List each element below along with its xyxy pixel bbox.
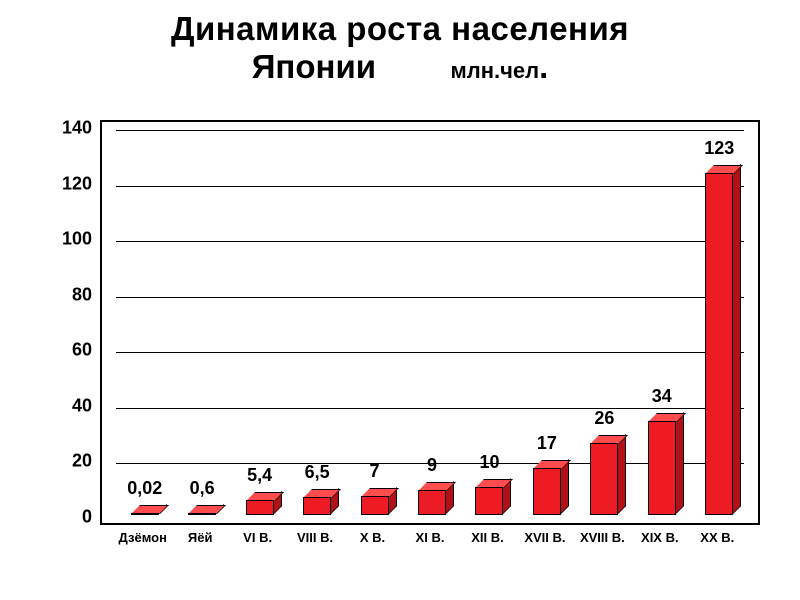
y-tick-label: 0 (40, 507, 92, 528)
bar-slot: 17 (527, 126, 567, 515)
bar-value-label: 6,5 (305, 462, 330, 483)
bar (361, 496, 389, 515)
bar-front (418, 490, 446, 515)
bar-value-label: 5,4 (247, 465, 272, 486)
bar (418, 490, 446, 515)
bar-slot: 9 (412, 126, 452, 515)
title-dot: . (539, 48, 548, 85)
bar (705, 173, 733, 515)
title-unit: млн.чел (450, 58, 539, 83)
title-line1: Динамика роста населения (0, 10, 800, 48)
x-category-label: Дзёмон (118, 530, 167, 545)
bar-value-label: 26 (594, 408, 614, 429)
x-category-label: XX В. (700, 530, 734, 545)
plot-region: 0,02 0,6 5,4 6,5 7 9 10 17 26 34 123 (116, 130, 744, 515)
bar-value-label: 10 (479, 452, 499, 473)
title-line2-row: Японии млн.чел. (0, 48, 800, 86)
bar-side (675, 412, 684, 515)
bar-value-label: 0,6 (190, 478, 215, 499)
bar-slot: 10 (469, 126, 509, 515)
y-tick-label: 80 (40, 284, 92, 305)
bar-slot: 123 (699, 126, 739, 515)
bar-front (648, 421, 676, 515)
bar-front (361, 496, 389, 515)
x-category-label: XIX В. (641, 530, 679, 545)
chart-title: Динамика роста населения Японии млн.чел. (0, 10, 800, 86)
bar-value-label: 7 (370, 461, 380, 482)
y-tick-label: 100 (40, 229, 92, 250)
y-tick-label: 140 (40, 118, 92, 139)
bar-slot: 6,5 (297, 126, 337, 515)
bar-front (131, 513, 159, 515)
bar-value-label: 9 (427, 455, 437, 476)
x-category-label: XVIII В. (580, 530, 625, 545)
bar-slot: 26 (584, 126, 624, 515)
title-line2: Японии (252, 48, 376, 85)
x-category-label: Яёй (188, 530, 213, 545)
bar (131, 513, 159, 515)
bar-value-label: 0,02 (127, 478, 162, 499)
y-tick-label: 120 (40, 173, 92, 194)
y-tick-label: 20 (40, 451, 92, 472)
bar-value-label: 17 (537, 433, 557, 454)
bar (303, 497, 331, 515)
chart-container: 0 20 40 60 80 100 120 140 0,02 0,6 5,4 6,5 7 9 10 17 26… (40, 110, 780, 570)
bar-side (732, 164, 741, 515)
bar (590, 443, 618, 515)
bar (188, 513, 216, 515)
chart-plot-area: 0,02 0,6 5,4 6,5 7 9 10 17 26 34 123 (100, 120, 760, 525)
bar-front (246, 500, 274, 515)
x-category-label: VI В. (243, 530, 272, 545)
bar-slot: 34 (642, 126, 682, 515)
x-category-label: XVII В. (524, 530, 565, 545)
y-tick-label: 60 (40, 340, 92, 361)
x-category-label: XII В. (471, 530, 504, 545)
bar-front (303, 497, 331, 515)
x-category-label: X В. (360, 530, 385, 545)
bar-front (475, 487, 503, 515)
y-tick-label: 40 (40, 395, 92, 416)
bar-slot: 5,4 (240, 126, 280, 515)
bar-slot: 7 (355, 126, 395, 515)
bar (533, 468, 561, 515)
bar-value-label: 34 (652, 386, 672, 407)
bar-slot: 0,02 (125, 126, 165, 515)
bar-slot: 0,6 (182, 126, 222, 515)
x-category-label: XI В. (416, 530, 445, 545)
bar-front (533, 468, 561, 515)
bar-front (188, 513, 216, 515)
bar-value-label: 123 (704, 138, 734, 159)
bar-front (705, 173, 733, 515)
bar (246, 500, 274, 515)
bar-front (590, 443, 618, 515)
x-category-label: VIII В. (297, 530, 333, 545)
bar (475, 487, 503, 515)
bar-side (617, 434, 626, 515)
bar (648, 421, 676, 515)
